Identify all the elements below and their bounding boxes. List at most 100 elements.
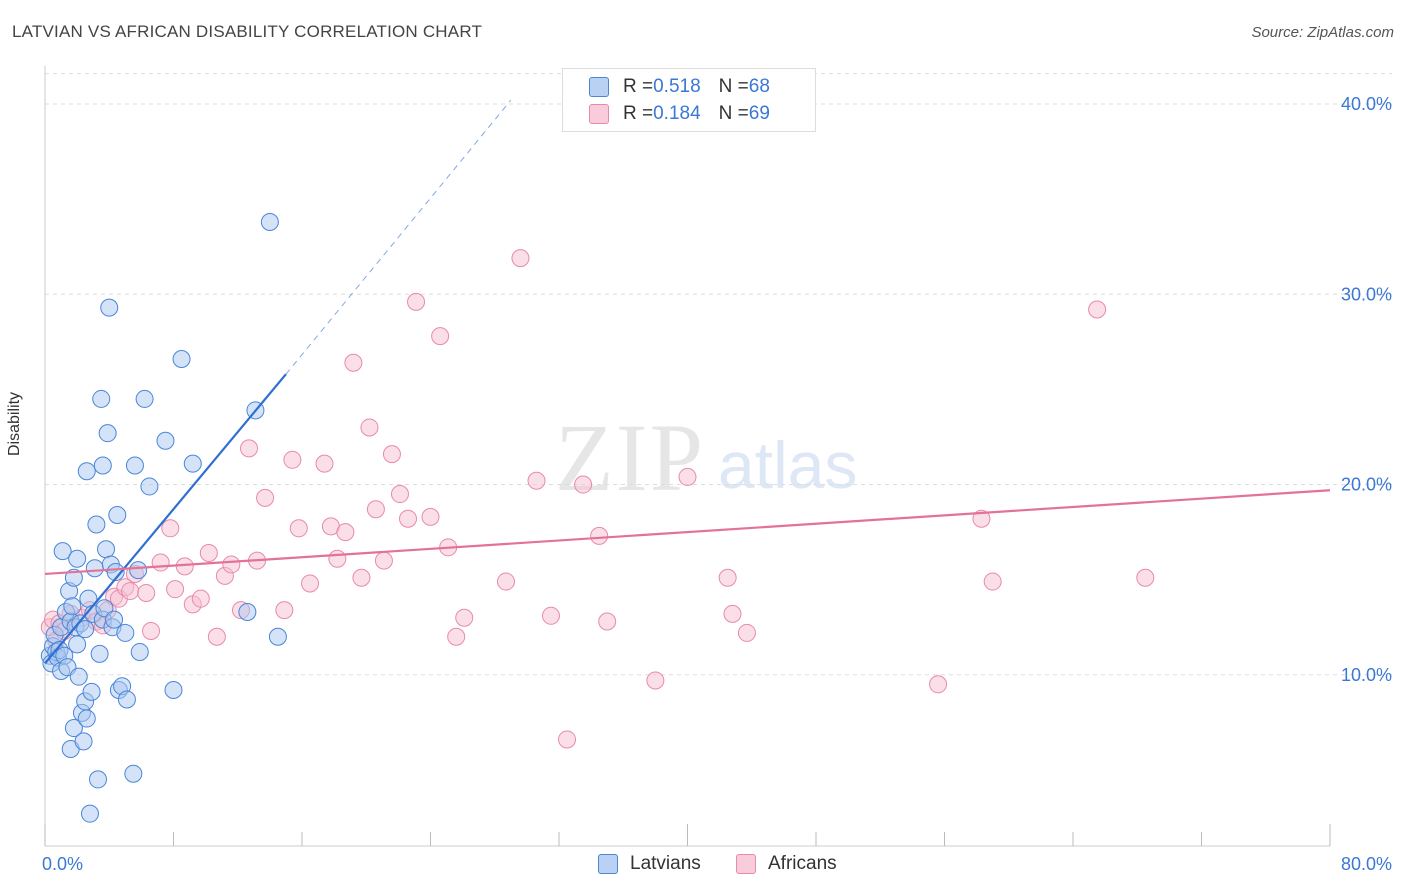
- african-point: [256, 488, 275, 507]
- latvian-trend-line: [44, 373, 287, 665]
- african-point: [678, 467, 697, 486]
- african-point: [142, 622, 161, 641]
- y-tick-label: 20.0%: [1341, 475, 1392, 495]
- series-swatch-latvians: [598, 854, 618, 874]
- axes: [44, 66, 1331, 847]
- african-point: [558, 730, 577, 749]
- latvian-point: [97, 540, 116, 559]
- tick-labels: 10.0% 20.0% 30.0% 40.0% 0.0% 80.0%: [42, 94, 1392, 874]
- latvian-point: [85, 559, 104, 578]
- chart-source: Source: ZipAtlas.com: [1251, 24, 1394, 41]
- latvian-point: [106, 563, 125, 582]
- y-tick-label: 30.0%: [1341, 284, 1392, 304]
- legend-n-value-latvians: 68: [748, 76, 770, 97]
- legend-r-value-africans: 0.184: [653, 103, 701, 124]
- african-point: [407, 292, 426, 311]
- african-point: [390, 485, 409, 504]
- latvian-point: [80, 804, 99, 823]
- latvian-point: [116, 623, 135, 642]
- legend-n-label: N =: [718, 76, 749, 97]
- latvian-point: [76, 620, 95, 639]
- african-point: [929, 675, 948, 694]
- african-point: [527, 471, 546, 490]
- african-trend-line: [44, 489, 1331, 576]
- latvian-point: [172, 349, 191, 368]
- african-point: [275, 601, 294, 620]
- african-point: [239, 439, 258, 458]
- legend-swatch-latvians: [589, 77, 609, 97]
- african-point: [161, 519, 180, 538]
- latvian-point: [68, 549, 87, 568]
- latvian-point: [129, 561, 148, 580]
- latvian-point: [108, 505, 127, 524]
- african-point: [175, 557, 194, 576]
- african-point: [983, 572, 1002, 591]
- legend-r-label: R =: [623, 103, 654, 124]
- legend-r-value-latvians: 0.518: [653, 76, 701, 97]
- african-point: [574, 475, 593, 494]
- x-tick-label: 0.0%: [42, 854, 83, 874]
- latvian-trend-extension: [285, 99, 512, 375]
- latvian-point: [260, 213, 279, 231]
- latvian-point: [77, 462, 96, 481]
- watermark-atlas: atlas: [718, 428, 857, 502]
- latvian-point: [100, 298, 119, 317]
- legend-row-africans: R = 0.184 N = 69: [589, 102, 770, 126]
- latvian-point: [64, 568, 83, 587]
- latvian-point: [98, 424, 117, 443]
- latvian-point: [164, 681, 183, 699]
- latvian-point: [268, 627, 287, 646]
- legend-n-value-africans: 69: [748, 103, 770, 124]
- african-point: [137, 583, 156, 602]
- correlation-legend: R = 0.518 N = 68 R = 0.184 N = 69: [562, 68, 816, 132]
- y-tick-label: 40.0%: [1341, 94, 1392, 114]
- trend-lines: [44, 99, 1331, 665]
- african-point: [222, 555, 241, 574]
- african-point: [1088, 300, 1107, 319]
- series-legend-latvians: Latvians: [598, 851, 701, 877]
- latvian-point: [156, 431, 175, 450]
- y-axis-title: Disability: [6, 391, 23, 456]
- african-point: [447, 627, 466, 646]
- latvian-point: [69, 667, 88, 686]
- latvian-point: [93, 456, 112, 475]
- watermark-zip: ZIP: [555, 404, 705, 511]
- african-point: [590, 526, 609, 545]
- series-legend-africans: Africans: [736, 851, 837, 877]
- latvian-points: [40, 213, 287, 823]
- african-point: [431, 327, 450, 346]
- african-point: [723, 604, 742, 623]
- latvian-point: [125, 456, 144, 475]
- african-point: [166, 580, 185, 599]
- african-point: [598, 612, 617, 631]
- african-point: [199, 544, 218, 563]
- latvian-point: [92, 389, 111, 408]
- latvian-point: [90, 644, 109, 663]
- african-point: [382, 445, 401, 464]
- latvian-point: [124, 764, 143, 783]
- series-swatch-africans: [736, 854, 756, 874]
- latvian-point: [53, 542, 72, 561]
- african-point: [455, 608, 474, 627]
- latvian-point: [89, 770, 108, 789]
- african-point: [344, 353, 363, 372]
- african-point: [191, 589, 210, 608]
- latvian-point: [105, 610, 124, 629]
- african-point: [1136, 568, 1155, 587]
- latvian-point: [238, 603, 257, 621]
- african-point: [360, 418, 379, 437]
- african-point: [646, 671, 665, 690]
- latvian-point: [74, 732, 93, 751]
- legend-row-latvians: R = 0.518 N = 68: [589, 75, 770, 99]
- latvian-point: [63, 597, 82, 616]
- african-point: [972, 509, 991, 528]
- legend-swatch-africans: [589, 104, 609, 124]
- african-point: [352, 568, 371, 587]
- african-point: [151, 553, 170, 572]
- african-point: [121, 582, 140, 601]
- african-point: [315, 454, 334, 473]
- series-label-africans: Africans: [768, 853, 837, 874]
- legend-r-label: R =: [623, 76, 654, 97]
- latvian-point: [77, 709, 96, 728]
